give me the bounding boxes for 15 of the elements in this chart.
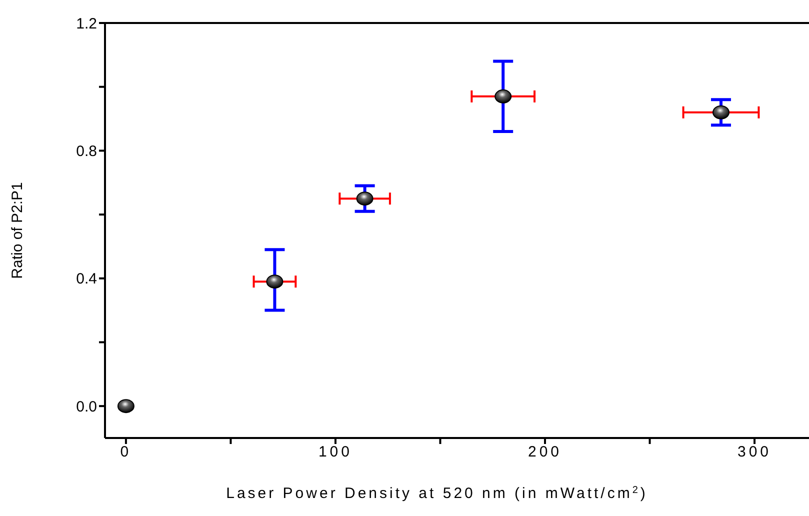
point	[266, 274, 284, 289]
y-tick-label: 0.8	[76, 143, 97, 160]
y-axis-title: Ratio of P2:P1	[9, 182, 26, 279]
x-tick-label: 100	[318, 444, 352, 461]
point	[117, 399, 134, 414]
y-tick-label: 0.0	[76, 398, 97, 416]
y-tick-label: 1.2	[76, 15, 97, 32]
x-tick-label: 200	[528, 444, 562, 461]
point	[356, 192, 374, 206]
y-tick-label: 0.4	[76, 270, 97, 288]
x-tick-label: 300	[738, 444, 772, 461]
point	[712, 105, 730, 120]
x-tick-label: 0	[120, 444, 132, 461]
x-axis-title: Laser Power Density at 520 nm (in mWatt/cm$^{2}$)	[226, 484, 648, 502]
point	[494, 89, 512, 104]
